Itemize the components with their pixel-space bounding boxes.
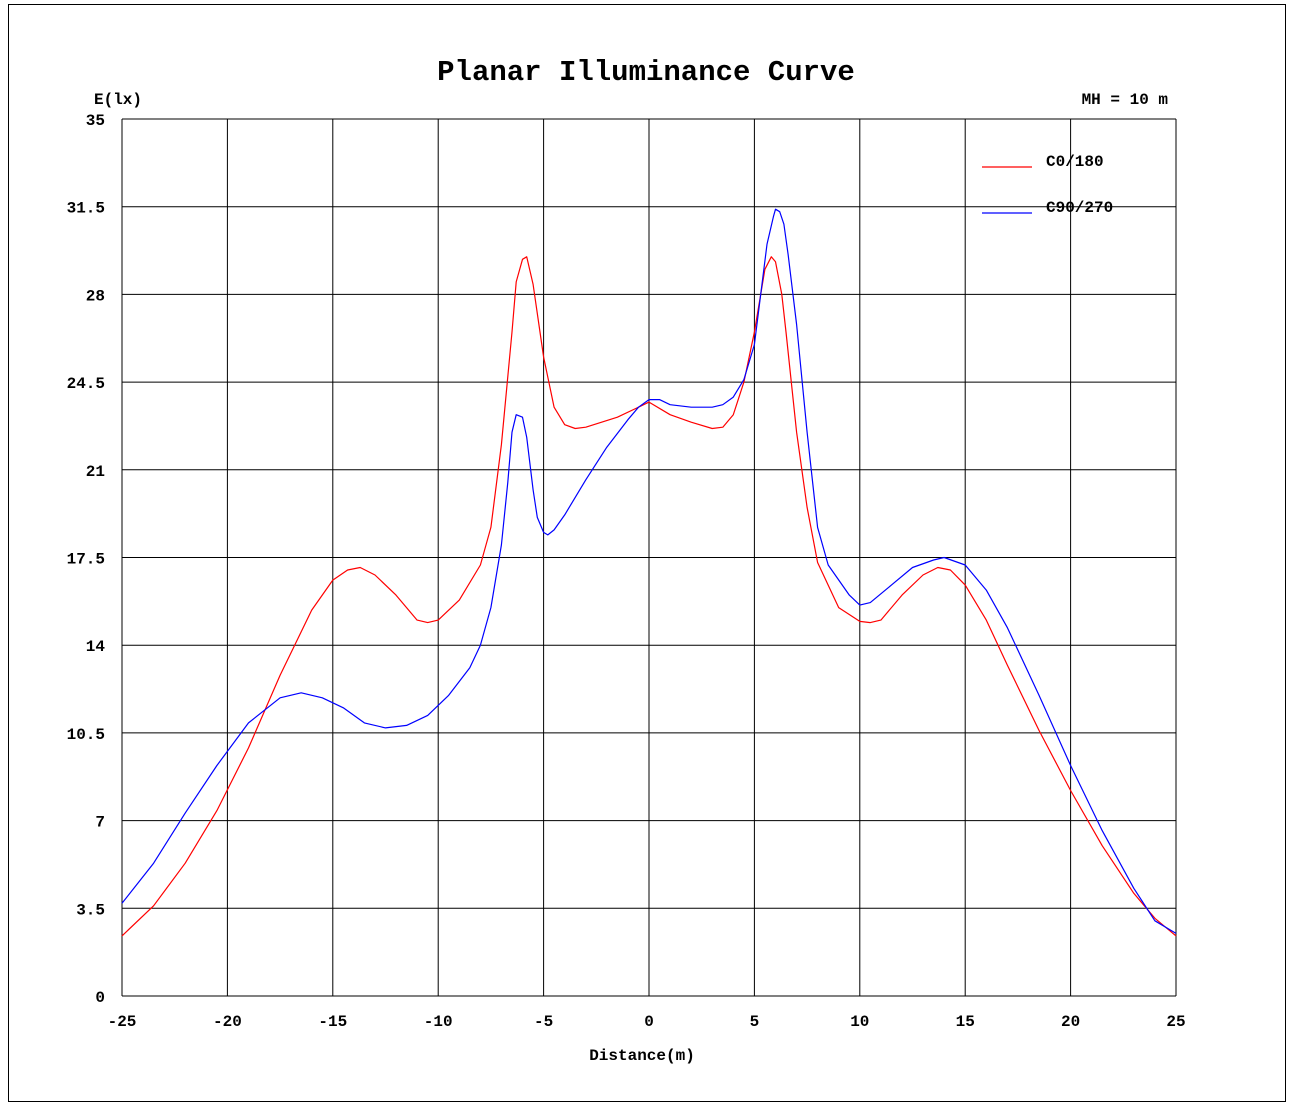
y-tick-label: 14: [86, 638, 106, 656]
y-tick-label: 17.5: [67, 551, 105, 569]
x-tick-label: 25: [1166, 1013, 1185, 1031]
y-tick-label: 0: [95, 989, 105, 1007]
x-tick-label: 10: [850, 1013, 869, 1031]
x-tick-label: 20: [1061, 1013, 1080, 1031]
legend-label: C90/270: [1046, 199, 1113, 217]
y-axis-label: E(lx): [94, 91, 142, 109]
chart-title: Planar Illuminance Curve: [437, 56, 855, 89]
mounting-height-annotation: MH = 10 m: [1082, 91, 1169, 109]
x-axis-label: Distance(m): [589, 1047, 695, 1065]
x-tick-label: 15: [956, 1013, 975, 1031]
y-tick-label: 24.5: [67, 375, 105, 393]
y-tick-labels: 0 3.5 7 10.5 14 17.5 21 24.5 28 31.5 35: [67, 112, 106, 1007]
legend-label: C0/180: [1046, 153, 1104, 171]
series-line-c90-270: [121, 208, 1177, 934]
x-tick-labels: -25 -20 -15 -10 -5 0 5 10 15 20 25: [108, 1013, 1186, 1031]
x-tick-label: 0: [644, 1013, 654, 1031]
chart-frame: [8, 4, 1286, 1102]
legend: C0/180 C90/270: [982, 153, 1113, 217]
x-tick-label: -25: [108, 1013, 137, 1031]
x-tick-label: -5: [534, 1013, 553, 1031]
x-tick-label: -20: [213, 1013, 242, 1031]
y-tick-label: 10.5: [67, 726, 105, 744]
y-tick-label: 7: [95, 814, 105, 832]
x-tick-label: 5: [750, 1013, 760, 1031]
series-group: [121, 208, 1177, 937]
y-tick-label: 3.5: [76, 901, 105, 919]
x-tick-label: -10: [424, 1013, 453, 1031]
y-tick-label: 35: [86, 112, 105, 130]
x-tick-label: -15: [318, 1013, 347, 1031]
y-tick-label: 28: [86, 287, 105, 305]
series-line-c0-180: [121, 256, 1177, 937]
y-tick-label: 31.5: [67, 200, 105, 218]
y-tick-label: 21: [86, 463, 105, 481]
grid-lines: [121, 118, 1177, 997]
